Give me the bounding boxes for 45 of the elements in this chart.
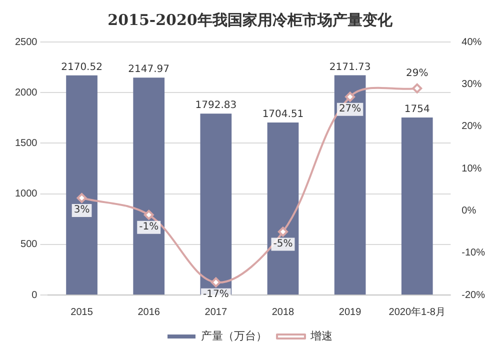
data-label: 2147.97 xyxy=(128,64,170,76)
x-tick-label: 2016 xyxy=(138,306,160,318)
y-tick-label: 500 xyxy=(20,239,38,250)
data-label: 29% xyxy=(406,68,428,79)
x-tick-label: 2018 xyxy=(272,306,295,318)
bar xyxy=(267,122,299,294)
y-tick-label: 0 xyxy=(32,290,38,301)
y2-tick-label: 10% xyxy=(462,163,482,174)
data-label: 2170.52 xyxy=(61,62,102,73)
data-label: 1704.51 xyxy=(262,109,304,120)
data-label: -17% xyxy=(202,288,229,300)
bar xyxy=(401,117,433,294)
point xyxy=(210,277,221,288)
bar xyxy=(133,78,165,294)
data-label: -1% xyxy=(139,221,159,232)
y2-tick-label: 40% xyxy=(462,36,482,48)
y2-tick-label: 0% xyxy=(462,205,476,216)
y-tick-label: 1000 xyxy=(14,188,38,200)
data-label: 27% xyxy=(338,103,362,114)
y-tick-label: 2000 xyxy=(14,87,38,98)
chart-title: 2015-2020年我国家用冷柜市场产量变化 xyxy=(108,10,394,29)
bar xyxy=(66,75,98,294)
y2-tick-label: -20% xyxy=(462,290,486,301)
y-tick-label: 1500 xyxy=(14,138,38,149)
point xyxy=(412,83,422,94)
data-label: -5% xyxy=(273,238,293,250)
x-tick-label: 2020年1-8月 xyxy=(388,306,446,318)
point xyxy=(345,92,356,102)
point xyxy=(278,226,288,237)
y2-tick-label: -10% xyxy=(462,248,486,259)
bar xyxy=(334,75,366,294)
data-label: 2171.73 xyxy=(329,62,371,73)
y2-tick-label: 20% xyxy=(462,121,482,132)
data-label: 3% xyxy=(74,204,90,216)
y-tick-label: 2500 xyxy=(14,36,38,48)
point xyxy=(76,193,87,204)
data-label: 1792.83 xyxy=(195,100,237,112)
legend-label: 增速 xyxy=(310,329,332,342)
legend-label: 产量（万台） xyxy=(201,329,267,342)
x-tick-label: 2019 xyxy=(338,306,362,318)
y2-tick-label: 30% xyxy=(462,78,482,90)
point xyxy=(144,210,154,220)
x-tick-label: 2015 xyxy=(70,306,94,318)
data-label: 1754 xyxy=(404,104,430,116)
x-tick-label: 2017 xyxy=(204,306,228,318)
